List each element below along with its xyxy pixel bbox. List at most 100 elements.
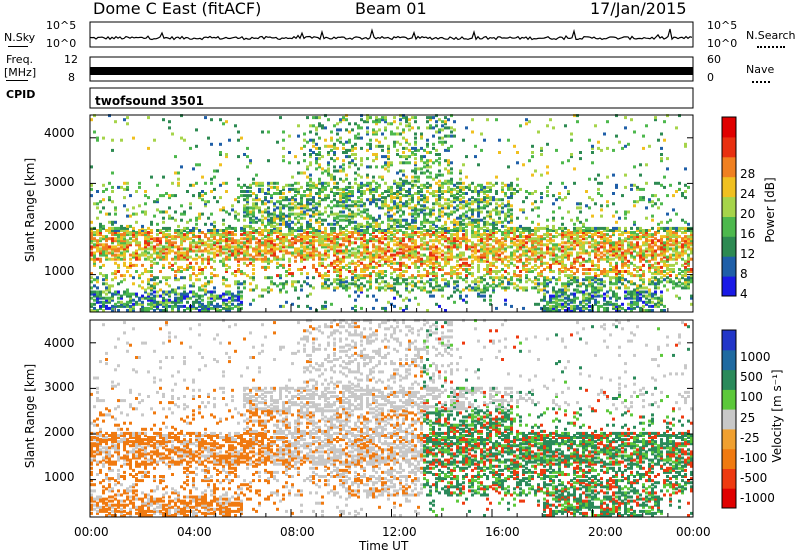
- power-cell: [471, 280, 474, 284]
- power-cell: [420, 231, 423, 234]
- power-cell: [525, 190, 528, 193]
- power-cell: [444, 148, 447, 152]
- power-cell: [456, 220, 459, 224]
- freq-left-tick-top: 12: [64, 53, 78, 66]
- power-cell: [198, 286, 201, 290]
- power-cell: [327, 204, 330, 208]
- power-cell: [480, 132, 483, 136]
- power-cell: [450, 276, 453, 280]
- power-cell: [267, 261, 270, 265]
- power-cell: [510, 194, 513, 198]
- power-cell: [240, 282, 243, 286]
- power-cell: [357, 274, 360, 278]
- power-cell: [387, 257, 390, 261]
- power-cell: [573, 233, 576, 237]
- power-cell: [150, 304, 153, 308]
- power-cell: [129, 294, 132, 298]
- power-cell: [510, 261, 513, 265]
- power-cell: [120, 247, 123, 251]
- power-cell: [222, 306, 225, 310]
- power-cell: [279, 241, 282, 245]
- power-cell: [90, 118, 93, 122]
- power-cell: [564, 304, 567, 308]
- power-cell: [207, 290, 210, 294]
- power-cell: [537, 214, 540, 218]
- power-cell: [375, 247, 378, 251]
- power-cell: [546, 300, 549, 304]
- power-cell: [147, 294, 150, 298]
- power-cell: [441, 229, 444, 232]
- power-cell: [375, 239, 378, 243]
- power-cell: [153, 296, 156, 300]
- power-cell: [525, 245, 528, 249]
- power-cell: [345, 251, 348, 255]
- power-cell: [216, 294, 219, 298]
- power-cell: [549, 294, 552, 298]
- power-cell: [408, 251, 411, 255]
- power-cell: [225, 304, 228, 308]
- power-cell: [303, 216, 306, 220]
- nsky-label: N.Sky: [4, 31, 36, 44]
- power-cell: [240, 190, 243, 193]
- power-cell: [210, 290, 213, 294]
- power-cell: [231, 204, 234, 208]
- power-cell: [492, 286, 495, 290]
- power-cell: [582, 243, 585, 247]
- power-cell: [213, 274, 216, 278]
- power-cell: [435, 261, 438, 265]
- power-cell: [288, 226, 291, 230]
- power-cell: [423, 148, 426, 152]
- power-cell: [399, 261, 402, 265]
- power-cell: [528, 192, 531, 195]
- power-cell: [507, 200, 510, 204]
- power-cell: [444, 181, 447, 185]
- power-cell: [561, 288, 564, 292]
- power-cell: [276, 274, 279, 278]
- power-cell: [582, 231, 585, 234]
- power-cell: [486, 229, 489, 232]
- power-cell: [186, 237, 189, 241]
- power-cell: [180, 231, 183, 234]
- power-cell: [552, 261, 555, 265]
- power-cell: [450, 247, 453, 251]
- power-cell: [303, 194, 306, 198]
- power-cell: [552, 288, 555, 292]
- power-cell: [477, 192, 480, 195]
- power-cell: [342, 169, 345, 173]
- power-cell: [531, 237, 534, 241]
- power-cell: [366, 132, 369, 136]
- power-cell: [411, 284, 414, 288]
- power-cell: [306, 198, 309, 202]
- power-cell: [105, 278, 108, 282]
- power-cell: [393, 218, 396, 222]
- power-cell: [450, 272, 453, 276]
- power-cell: [315, 132, 318, 136]
- power-cell: [210, 302, 213, 306]
- power-cell: [204, 204, 207, 208]
- power-cell: [225, 290, 228, 294]
- power-cell: [156, 237, 159, 241]
- power-cell: [543, 309, 546, 312]
- power-cell: [516, 161, 519, 165]
- power-cell: [165, 278, 168, 282]
- power-cell: [288, 231, 291, 234]
- power-cell: [153, 294, 156, 298]
- power-cell: [570, 243, 573, 247]
- power-cell: [477, 190, 480, 193]
- power-cell: [336, 214, 339, 218]
- power-cell: [333, 243, 336, 247]
- power-cell: [510, 185, 513, 189]
- velocity-ytick: 4000: [44, 336, 75, 350]
- power-cell: [195, 245, 198, 249]
- power-cell: [528, 261, 531, 265]
- power-cell: [480, 294, 483, 298]
- power-cell: [249, 212, 252, 216]
- power-cell: [246, 247, 249, 251]
- power-cell: [318, 253, 321, 257]
- power-cell: [279, 282, 282, 286]
- freq-underline: [6, 80, 28, 81]
- power-cell: [153, 302, 156, 306]
- power-cell: [132, 298, 135, 302]
- power-cell: [90, 245, 93, 249]
- power-cell: [309, 218, 312, 222]
